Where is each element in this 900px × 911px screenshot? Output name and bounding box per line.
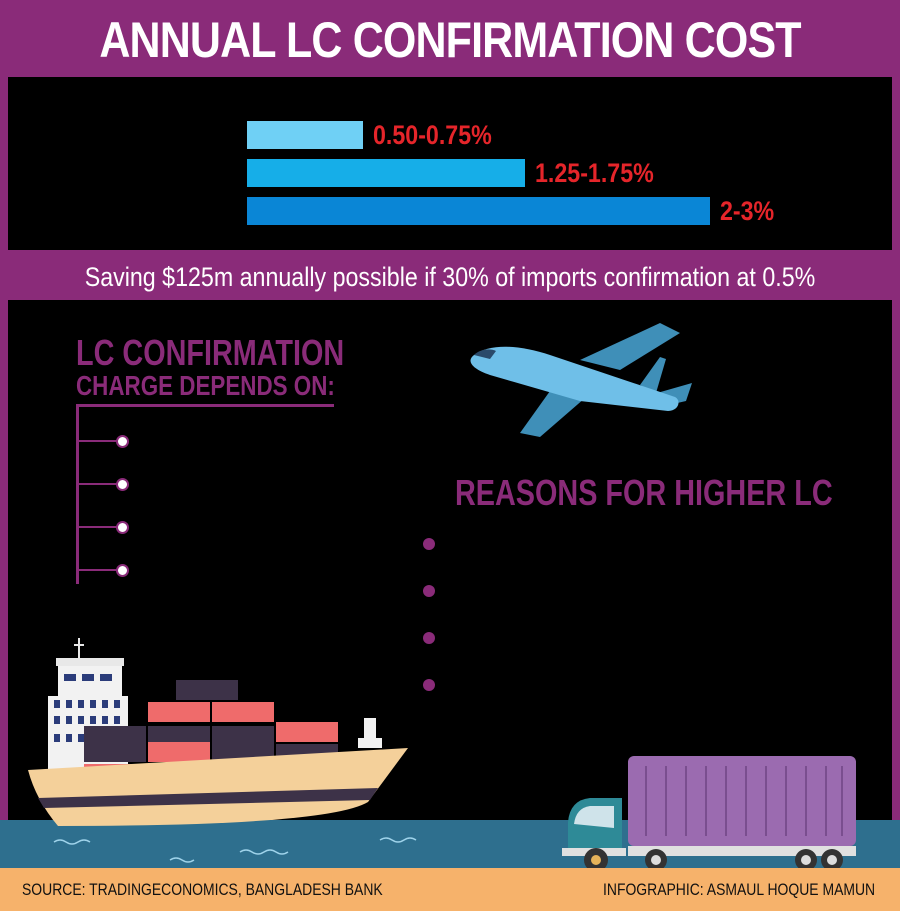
airplane-cockpit	[474, 349, 496, 359]
airplane-wing-upper	[580, 323, 680, 370]
bar-chart: 0.50-0.75% 1.25-1.75% 2-3%	[0, 0, 900, 300]
left-purple-border	[0, 296, 8, 826]
lc-charge-bullet	[116, 564, 129, 577]
lc-charge-bullet	[116, 521, 129, 534]
sea-waves	[53, 837, 417, 863]
lc-charge-branch-line	[78, 440, 118, 442]
bar-0	[247, 121, 363, 149]
footer-bar	[0, 868, 900, 911]
cargo-ship-illustration	[28, 638, 408, 826]
reasons-bullet	[423, 585, 435, 597]
source-credit: SOURCE: TRADINGECONOMICS, BANGLADESH BAN…	[22, 880, 383, 899]
bar-label-1: 1.25-1.75%	[534, 158, 654, 188]
bar-2	[247, 197, 710, 225]
lc-charge-tree-line	[76, 404, 79, 584]
airplane-fuselage	[470, 346, 679, 411]
bar-1	[247, 159, 525, 187]
infographic-credit: INFOGRAPHIC: ASMAUL HOQUE MAMUN	[603, 880, 876, 899]
lc-charge-bullet	[116, 478, 129, 491]
lc-charge-underline	[76, 404, 334, 407]
lc-charge-branch-line	[78, 483, 118, 485]
right-purple-border	[892, 296, 900, 826]
reasons-bullet	[423, 632, 435, 644]
lc-charge-heading-line2: CHARGE DEPENDS ON:	[76, 370, 335, 401]
reasons-bullet	[423, 679, 435, 691]
airplane-illustration	[470, 323, 692, 437]
reasons-heading: REASONS FOR HIGHER LC	[455, 472, 833, 513]
page-title: ANNUAL LC CONFIRMATION COST	[99, 12, 801, 68]
lc-charge-branch-line	[78, 526, 118, 528]
saving-note: Saving $125m annually possible if 30% of…	[84, 262, 816, 292]
lc-charge-bullet	[116, 435, 129, 448]
lc-charge-heading-line1: LC CONFIRMATION	[76, 332, 345, 373]
reasons-bullet	[423, 538, 435, 550]
bar-label-2: 2-3%	[719, 196, 774, 226]
bar-label-0: 0.50-0.75%	[372, 120, 492, 150]
airplane-tail-fin	[640, 357, 666, 393]
truck-illustration	[562, 756, 856, 872]
lc-charge-branch-line	[78, 569, 118, 571]
